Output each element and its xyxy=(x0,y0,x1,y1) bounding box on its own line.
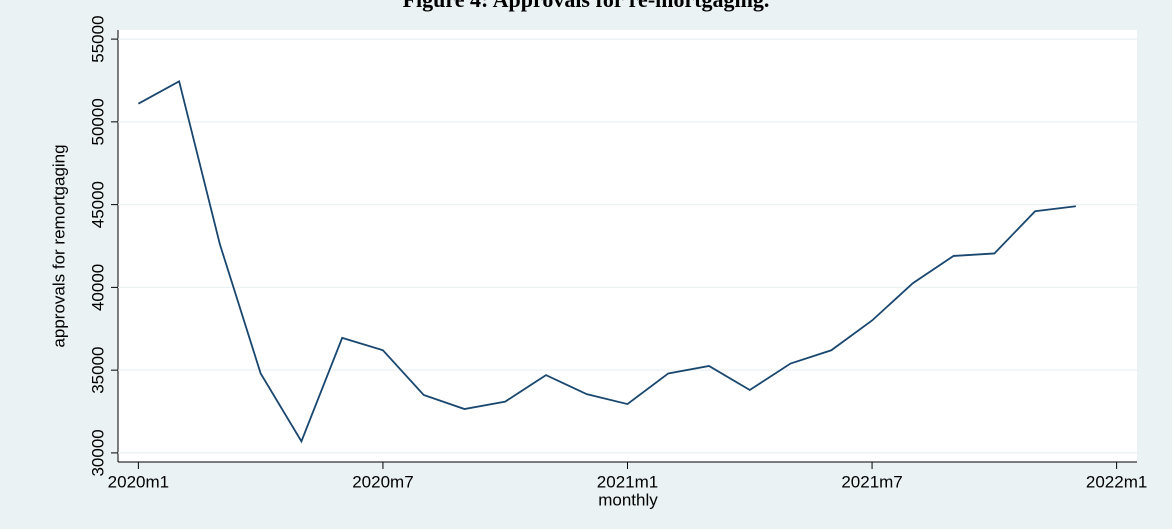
x-tick-label: 2020m1 xyxy=(108,472,169,491)
line-series xyxy=(137,79,1076,444)
y-tick-label: 45000 xyxy=(88,181,107,228)
y-tick-label: 50000 xyxy=(88,98,107,145)
y-tick-label: 55000 xyxy=(88,15,107,62)
x-tick-label: 2021m7 xyxy=(841,472,902,491)
y-axis-title: approvals for remortgaging xyxy=(49,144,68,347)
x-tick-label: 2022m1 xyxy=(1086,472,1147,491)
x-tick-label: 2020m7 xyxy=(352,472,413,491)
y-tick-label: 30000 xyxy=(88,429,107,476)
y-tick-label: 40000 xyxy=(88,264,107,311)
x-axis-title: monthly xyxy=(598,490,658,509)
x-tick-label: 2021m1 xyxy=(597,472,658,491)
plot-area xyxy=(118,30,1137,462)
chart-title: Figure 4: Approvals for re-mortgaging. xyxy=(403,0,770,12)
y-tick-label: 35000 xyxy=(88,346,107,393)
